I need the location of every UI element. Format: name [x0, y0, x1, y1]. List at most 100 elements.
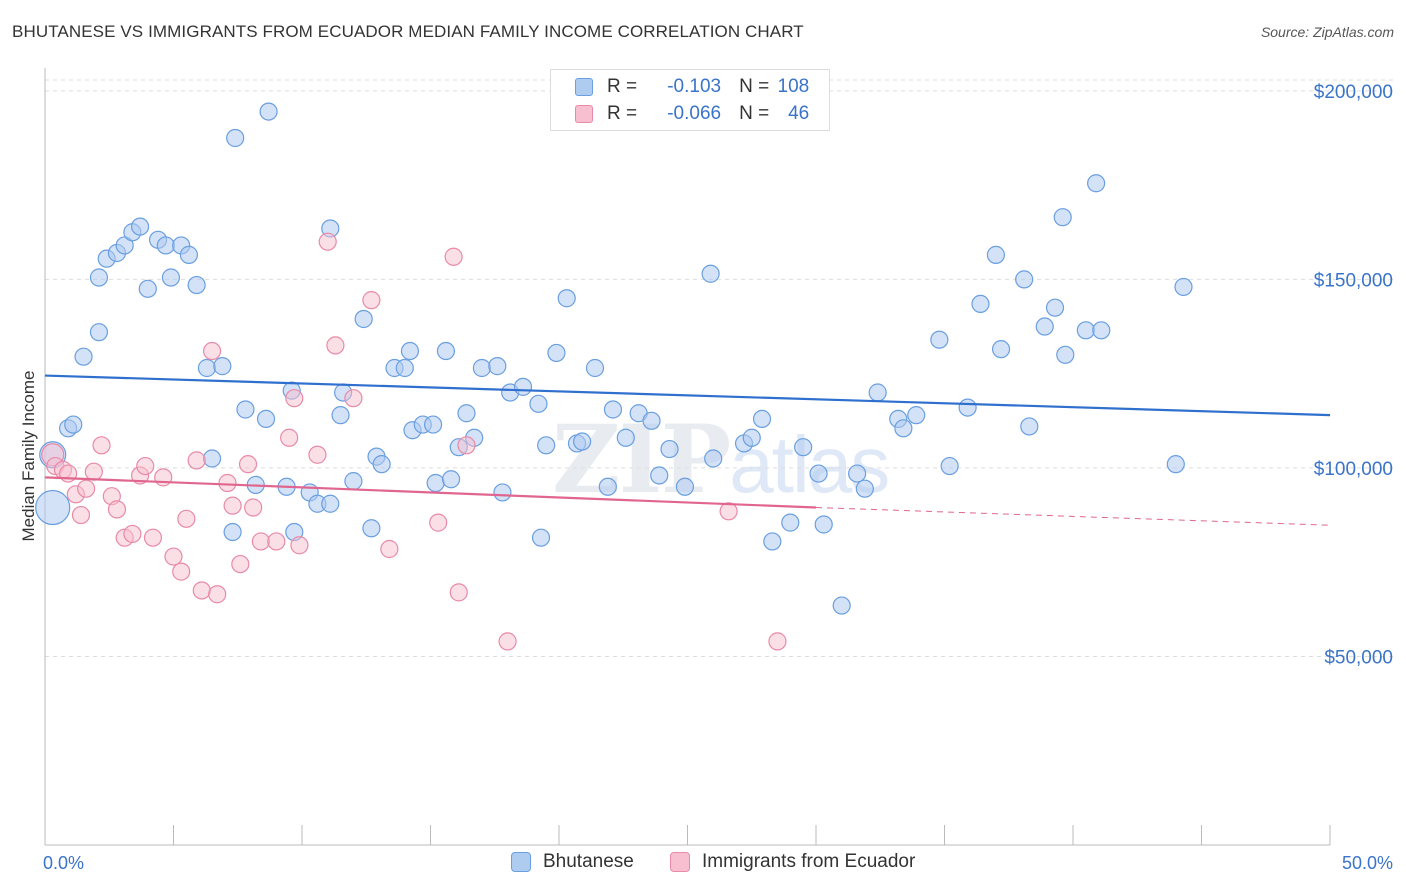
x-tick-label-min: 0.0%: [43, 853, 84, 873]
bhutanese-point: [794, 438, 813, 457]
ecuador-point: [202, 341, 222, 361]
bhutanese-point: [395, 358, 414, 378]
bottom-legend-ecuador: Immigrants from Ecuador: [670, 851, 915, 873]
ecuador-point: [136, 456, 155, 476]
bhutanese-point: [868, 383, 887, 402]
legend-r-value: -0.103: [667, 76, 722, 97]
bhutanese-point: [436, 341, 456, 361]
bhutanese-point: [930, 330, 949, 349]
bhutanese-point: [832, 596, 851, 615]
chart-title: BHUTANESE VS IMMIGRANTS FROM ECUADOR MED…: [12, 22, 804, 41]
ecuador-point: [77, 479, 96, 498]
ecuador-point: [107, 500, 127, 519]
ecuador-point: [380, 539, 399, 559]
bhutanese-point: [423, 415, 443, 434]
bhutanese-point: [894, 419, 913, 438]
ecuador-point: [238, 455, 258, 474]
correlation-legend: R = -0.103 N = 108 R = -0.066 N = 46: [550, 69, 830, 131]
bhutanese-point: [259, 102, 278, 121]
bhutanese-point: [1056, 345, 1075, 364]
bhutanese-point: [781, 513, 800, 532]
ecuador-point: [362, 291, 381, 310]
bhutanese-point: [1020, 417, 1039, 436]
ecuador-point: [251, 532, 270, 551]
bhutanese-point: [704, 449, 723, 468]
ecuador-point: [192, 581, 211, 600]
bhutanese-point: [531, 528, 551, 547]
ecuador-trend-extension: [815, 507, 1331, 526]
bhutanese-point: [362, 519, 381, 538]
bhutanese-point: [493, 483, 512, 502]
legend-n-value: 46: [788, 103, 810, 124]
bhutanese-point: [1015, 270, 1034, 289]
legend-n-value: 108: [777, 76, 810, 97]
legend-swatch-pink: [575, 105, 593, 123]
bhutanese-point: [331, 406, 350, 425]
bhutanese-point: [547, 343, 566, 363]
y-axis-label: Median Family Income: [19, 370, 38, 541]
y-tick-label: $150,000: [1314, 270, 1393, 291]
ecuador-point: [208, 585, 227, 604]
bhutanese-point: [1035, 317, 1054, 336]
ecuador-point: [429, 513, 448, 532]
bhutanese-point: [321, 494, 340, 513]
ecuador-point: [308, 445, 327, 464]
bottom-legend-bhutanese: Bhutanese: [511, 851, 634, 873]
axes: [44, 68, 1331, 846]
bottom-legend-swatch-pink: [670, 852, 690, 872]
ecuador-point: [267, 532, 286, 551]
bhutanese-point: [585, 358, 605, 378]
y-tick-label: $200,000: [1314, 82, 1393, 103]
ecuador-point: [223, 496, 242, 515]
ecuador-point: [231, 554, 250, 574]
bhutanese-point: [1174, 277, 1193, 297]
y-tick-label: $50,000: [1324, 647, 1393, 668]
bhutanese-point: [1092, 321, 1111, 340]
bhutanese-point: [426, 473, 445, 493]
legend-row-bhutanese: R = -0.103 N = 108: [575, 74, 809, 100]
bhutanese-point: [89, 323, 109, 342]
bhutanese-point: [236, 400, 255, 419]
legend-swatch-blue: [575, 78, 593, 96]
bhutanese-point: [213, 357, 232, 376]
legend-n-label: N =: [739, 103, 770, 124]
bhutanese-point: [809, 464, 828, 483]
bhutanese-point: [89, 268, 109, 287]
bhutanese-point: [472, 358, 491, 378]
bhutanese-point: [513, 377, 533, 396]
bottom-legend-label: Immigrants from Ecuador: [702, 851, 916, 872]
bhutanese-point: [1166, 455, 1185, 474]
bhutanese-point: [256, 409, 276, 429]
chart-source: Source: ZipAtlas.com: [1260, 24, 1394, 40]
ecuador-point: [218, 473, 237, 493]
bhutanese-point: [537, 436, 556, 455]
ecuador-point: [719, 502, 738, 521]
bhutanese-point: [814, 515, 833, 534]
bhutanese-point: [1045, 298, 1065, 317]
ecuador-point: [177, 509, 196, 528]
bhutanese-point: [991, 340, 1011, 359]
bhutanese-point: [971, 294, 990, 313]
bhutanese-point: [529, 394, 548, 413]
legend-r-label: R =: [607, 76, 638, 97]
bhutanese-point: [1053, 208, 1072, 227]
bhutanese-point: [1087, 174, 1106, 193]
bhutanese-point: [958, 398, 977, 417]
legend-r-label: R =: [607, 103, 638, 124]
bhutanese-point: [1076, 321, 1095, 340]
ecuador-point: [143, 528, 163, 547]
ecuador-point: [449, 583, 468, 602]
ecuador-point: [187, 451, 206, 470]
ecuador-point: [498, 632, 517, 651]
ecuador-trend-line: [44, 476, 817, 509]
bhutanese-point: [598, 477, 617, 496]
ecuador-point: [172, 562, 191, 581]
legend-n-label: N =: [739, 76, 770, 97]
bhutanese-point: [907, 406, 926, 425]
bhutanese-point: [35, 489, 71, 526]
bhutanese-point: [344, 472, 363, 491]
bhutanese-point: [187, 275, 206, 295]
bhutanese-point: [660, 439, 679, 459]
ecuador-point: [164, 547, 183, 566]
bhutanese-point: [197, 358, 217, 378]
